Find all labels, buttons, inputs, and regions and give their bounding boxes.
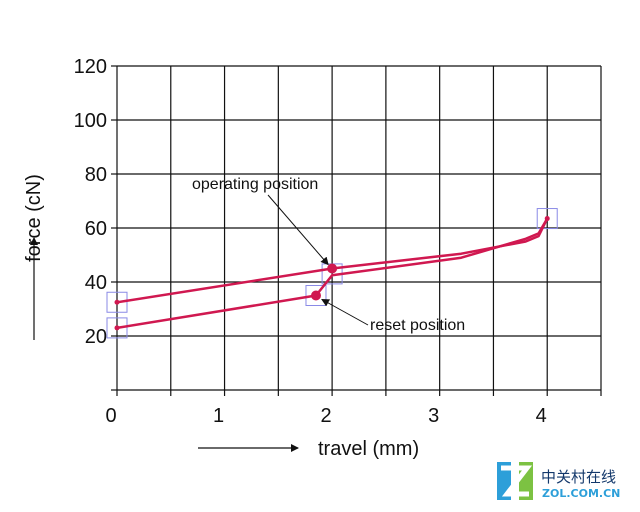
y-tick-label: 120 [74,56,107,78]
x-tick-label: 4 [536,405,547,427]
y-tick-label: 100 [74,110,107,132]
watermark-logo [497,462,533,500]
highlight-box [536,208,558,230]
tick-labels: 0 1 2 3 4 20 40 60 80 100 120 [74,56,547,427]
y-tick-label: 80 [85,164,107,186]
x-tick-label: 1 [213,405,224,427]
annotation-arrow-reset [321,299,369,326]
x-tick-label: 2 [321,405,332,427]
data-point [544,216,550,222]
data-point [327,263,338,274]
y-tick-label: 60 [85,218,107,240]
x-tick-label: 3 [428,405,439,427]
y-tick-label: 20 [85,326,107,348]
annotation-operating-position: operating position [192,176,318,193]
highlight-box [305,285,327,306]
watermark-subtext: ZOL.COM.CN [542,487,620,500]
data-point [114,299,120,305]
y-axis-title: force (cN) [23,174,45,262]
annotations: operating position reset position [192,176,465,334]
series-line [116,218,549,304]
x-tick-label: 0 [105,405,116,427]
watermark-text: 中关村在线 [541,468,616,486]
series [106,208,558,339]
y-tick-label: 40 [85,272,107,294]
x-axis-title: travel (mm) [318,438,419,460]
annotation-arrow-operating [267,194,329,266]
highlight-box [106,317,128,339]
data-point [310,290,321,301]
grid [111,65,602,396]
highlight-box [106,291,128,313]
logo-z-mark [501,465,533,497]
data-point [114,325,120,331]
annotation-reset-position: reset position [370,317,465,334]
